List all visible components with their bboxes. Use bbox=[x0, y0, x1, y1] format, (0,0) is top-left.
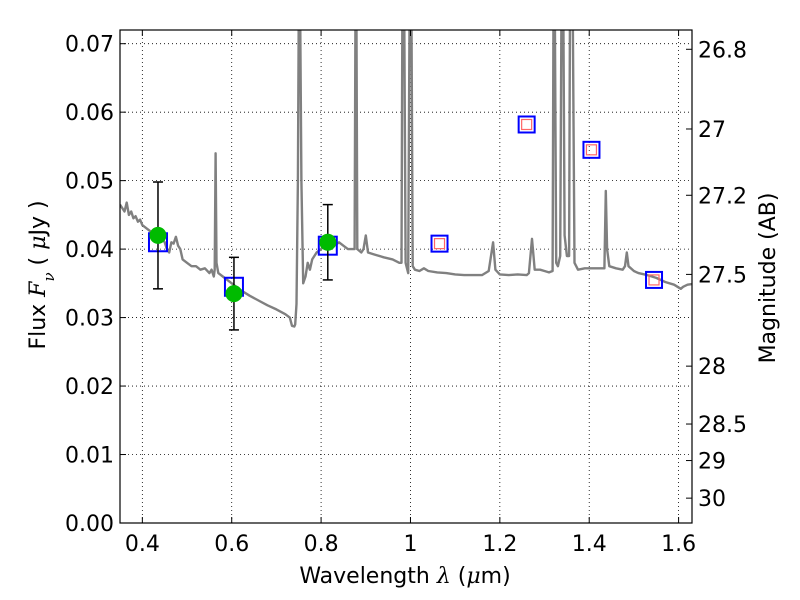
plot-area bbox=[120, 30, 692, 331]
plot-frame bbox=[119, 29, 693, 524]
x-tick-label: 0.4 bbox=[125, 532, 160, 557]
mag-tick-label: 27.2 bbox=[698, 184, 747, 209]
limit-marker bbox=[521, 118, 533, 131]
mag-tick-label: 30 bbox=[698, 487, 726, 512]
model-spectrum-line bbox=[120, 30, 692, 328]
y-tick-label: 0.03 bbox=[65, 307, 114, 332]
observed-point bbox=[319, 233, 337, 251]
y-tick-label: 0.00 bbox=[65, 512, 114, 537]
mag-tick-label: 28 bbox=[698, 355, 726, 380]
model-photometry-box bbox=[430, 234, 449, 253]
mag-tick-label: 27.5 bbox=[698, 263, 747, 288]
model-photometry-box bbox=[582, 140, 601, 159]
grid bbox=[120, 30, 692, 524]
limit-marker bbox=[585, 144, 598, 156]
limit-marker bbox=[433, 238, 446, 250]
x-tick-label: 1.4 bbox=[572, 532, 607, 557]
mag-tick-label: 27 bbox=[698, 118, 726, 143]
model-photometry-box bbox=[645, 270, 664, 289]
y-tick-label: 0.05 bbox=[65, 170, 114, 195]
mag-tick-label: 29 bbox=[698, 450, 726, 475]
x-tick-label: 1.2 bbox=[482, 532, 517, 557]
axis-ticks: 0.4 0.6 0.8 1 1.2 1.4 1.6 0.00 0.01 0.02 0.03 0.04 0… bbox=[65, 30, 747, 557]
y-tick-label: 0.04 bbox=[65, 238, 114, 263]
y-axis-label: Flux Fν ( μJy ) bbox=[26, 200, 58, 349]
observed-point bbox=[149, 226, 167, 244]
x-tick-label: 1.6 bbox=[661, 532, 696, 557]
x-tick-label: 0.6 bbox=[214, 532, 249, 557]
y-tick-label: 0.01 bbox=[65, 444, 114, 469]
y2-axis-label: Magnitude (AB) bbox=[756, 193, 781, 364]
x-tick-label: 0.8 bbox=[304, 532, 339, 557]
observed-point bbox=[225, 285, 243, 303]
limit-marker bbox=[648, 274, 660, 286]
x-tick-label: 1 bbox=[403, 532, 417, 557]
model-photometry-box bbox=[517, 115, 536, 134]
mag-tick-label: 28.5 bbox=[698, 413, 747, 438]
x-axis-label: Wavelength λ (μm) bbox=[299, 564, 510, 589]
y-tick-label: 0.02 bbox=[65, 375, 114, 400]
y-tick-label: 0.06 bbox=[65, 101, 114, 126]
y-tick-label: 0.07 bbox=[65, 33, 114, 58]
mag-tick-label: 26.8 bbox=[698, 38, 747, 63]
